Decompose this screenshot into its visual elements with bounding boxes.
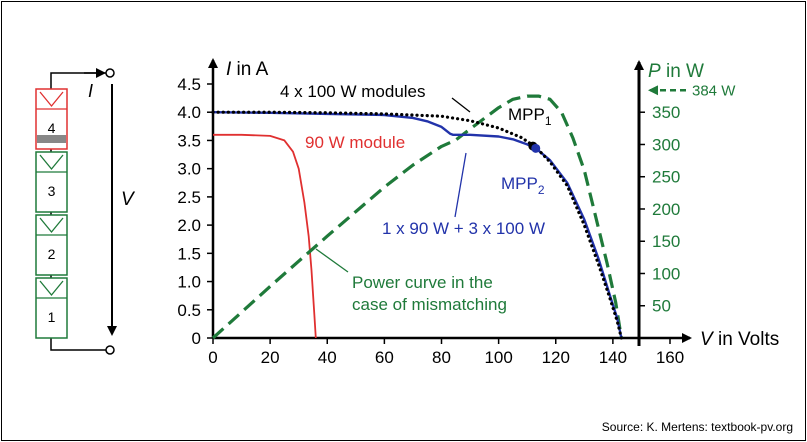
x-tick-label: 40 bbox=[318, 348, 337, 367]
pv-module-label: 3 bbox=[48, 183, 56, 199]
diode-symbol bbox=[39, 154, 64, 171]
pv-module-label: 4 bbox=[48, 120, 56, 136]
shade-bar bbox=[37, 135, 66, 143]
y-left-tick-label: 0 bbox=[192, 329, 201, 348]
y-right-tick-label: 250 bbox=[652, 168, 680, 187]
pv-module-3 bbox=[35, 151, 68, 213]
y-left-tick-label: 3.5 bbox=[177, 131, 201, 150]
y-right-tick-label: 150 bbox=[652, 232, 680, 251]
x-tick-label: 160 bbox=[656, 348, 684, 367]
y-left-tick-label: 1.5 bbox=[177, 244, 201, 263]
chart-labels: I in A P in W V in Volts 384 W 4 x 100 W mod… bbox=[226, 59, 779, 350]
y-right-axis-title: P in W bbox=[648, 61, 704, 82]
label-90w-module: 90 W module bbox=[305, 133, 405, 152]
y-left-tick-label: 1.0 bbox=[177, 273, 201, 292]
mpp2-point bbox=[531, 143, 541, 153]
y-right-tick-label: 50 bbox=[652, 297, 671, 316]
voltage-label: V bbox=[121, 189, 136, 210]
y-right-tick-label: 100 bbox=[652, 264, 680, 283]
label-4x100w: 4 x 100 W modules bbox=[280, 82, 426, 101]
y-left-tick-label: 0.5 bbox=[177, 301, 201, 320]
series-line bbox=[211, 94, 623, 340]
x-tick-label: 0 bbox=[208, 348, 217, 367]
pv-module-1 bbox=[35, 277, 68, 339]
leader-1x90-3x100 bbox=[454, 152, 467, 218]
pv-module-label: 1 bbox=[48, 309, 56, 325]
label-power-curve-1: Power curve in the bbox=[352, 273, 493, 292]
y-left-tick-label: 3.0 bbox=[177, 160, 201, 179]
label-1x90-3x100: 1 x 90 W + 3 x 100 W bbox=[382, 219, 545, 238]
leader-4x100w bbox=[451, 97, 471, 113]
x-tick-label: 60 bbox=[375, 348, 394, 367]
terminal-bottom bbox=[105, 345, 115, 355]
series-line bbox=[211, 110, 624, 340]
y-right-tick-label: 300 bbox=[652, 135, 680, 154]
y-left-tick-label: 4.5 bbox=[177, 75, 201, 94]
y-left-tick-label: 4.0 bbox=[177, 103, 201, 122]
y-left-tick-label: 2.5 bbox=[177, 188, 201, 207]
x-tick-label: 140 bbox=[599, 348, 627, 367]
chart-series bbox=[211, 94, 624, 340]
x-tick-label: 120 bbox=[542, 348, 570, 367]
x-tick-label: 80 bbox=[432, 348, 451, 367]
source-credit: Source: K. Mertens: textbook-pv.org bbox=[601, 420, 793, 434]
series-line bbox=[213, 133, 317, 339]
pv-module-2 bbox=[35, 214, 68, 276]
label-power-curve-2: case of mismatching bbox=[352, 295, 507, 314]
y-left-tick-label: 2.0 bbox=[177, 216, 201, 235]
y-left-axis-title: I in A bbox=[226, 59, 269, 80]
wire-bottom bbox=[50, 338, 106, 351]
diode-symbol bbox=[39, 91, 64, 108]
max-power-marker-label: 384 W bbox=[692, 82, 736, 99]
terminal-top bbox=[105, 68, 115, 78]
leader-power-curve bbox=[315, 248, 349, 273]
wire-top bbox=[50, 72, 106, 89]
module-string-schematic: 4 3 2 1 I V bbox=[35, 68, 136, 355]
series-line bbox=[212, 111, 623, 339]
axis-ticks: 0 20 40 60 80 100 120 140 160 0 0.5 1.0 1.5 2.0 2.5 3.0… bbox=[177, 75, 684, 367]
current-label: I bbox=[88, 81, 93, 101]
y-right-tick-label: 350 bbox=[652, 103, 680, 122]
pv-module-label: 2 bbox=[48, 246, 56, 262]
diode-symbol bbox=[39, 280, 64, 297]
y-right-tick-label: 200 bbox=[652, 200, 680, 219]
x-tick-label: 20 bbox=[261, 348, 280, 367]
x-tick-label: 100 bbox=[484, 348, 512, 367]
diode-symbol bbox=[39, 217, 64, 234]
label-mpp2: MPP2 bbox=[501, 174, 545, 197]
label-mpp1: MPP1 bbox=[508, 105, 552, 128]
chart-axes bbox=[208, 58, 692, 346]
x-axis-title: V in Volts bbox=[700, 329, 779, 350]
